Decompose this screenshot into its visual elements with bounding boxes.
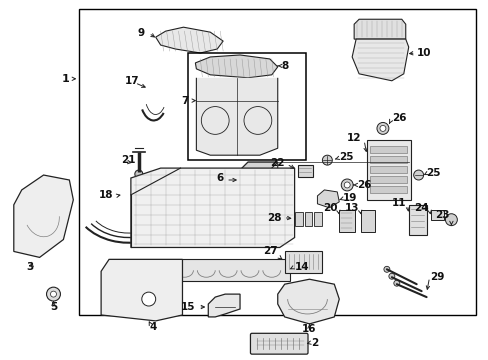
Circle shape: [341, 179, 352, 191]
Circle shape: [322, 155, 332, 165]
Text: 25: 25: [339, 152, 353, 162]
Circle shape: [388, 273, 394, 279]
Circle shape: [142, 292, 155, 306]
Text: 19: 19: [343, 193, 357, 203]
Text: 21: 21: [121, 155, 135, 165]
Text: 26: 26: [391, 113, 406, 123]
Text: 17: 17: [124, 76, 139, 86]
Polygon shape: [196, 78, 277, 155]
Polygon shape: [101, 260, 182, 321]
Text: 22: 22: [270, 158, 284, 168]
Polygon shape: [195, 55, 277, 78]
Bar: [339, 210, 354, 231]
Circle shape: [46, 287, 61, 301]
Text: 20: 20: [322, 203, 337, 213]
Bar: [429, 210, 444, 220]
FancyBboxPatch shape: [250, 333, 307, 354]
Polygon shape: [317, 190, 339, 208]
Bar: [360, 210, 374, 231]
Text: 7: 7: [181, 96, 188, 105]
Bar: [369, 156, 406, 163]
Text: 6: 6: [216, 173, 223, 183]
Polygon shape: [240, 162, 277, 170]
Bar: [369, 176, 406, 183]
Polygon shape: [155, 27, 223, 53]
Polygon shape: [277, 279, 339, 324]
Circle shape: [383, 266, 389, 272]
Bar: [297, 165, 313, 177]
Bar: [369, 186, 406, 193]
Text: 29: 29: [429, 272, 444, 282]
Text: 13: 13: [344, 203, 358, 213]
Bar: [408, 205, 426, 235]
Text: 26: 26: [356, 180, 371, 190]
Polygon shape: [14, 175, 73, 257]
Text: 12: 12: [346, 133, 360, 143]
Text: 28: 28: [266, 213, 281, 223]
Text: 25: 25: [426, 168, 440, 178]
Text: 16: 16: [302, 324, 316, 334]
Text: 5: 5: [50, 302, 57, 312]
Text: 3: 3: [26, 262, 33, 272]
Circle shape: [376, 122, 388, 134]
Circle shape: [50, 291, 56, 297]
Circle shape: [135, 170, 142, 178]
Polygon shape: [208, 294, 240, 317]
Bar: [369, 166, 406, 173]
Circle shape: [379, 125, 385, 131]
Polygon shape: [353, 19, 405, 39]
Text: 2: 2: [311, 338, 318, 348]
Text: 15: 15: [181, 302, 195, 312]
Bar: [314, 212, 322, 226]
Text: 1: 1: [61, 74, 69, 84]
Bar: [79, 9, 475, 315]
Polygon shape: [240, 162, 277, 206]
Text: 27: 27: [263, 247, 277, 256]
Text: 23: 23: [434, 210, 448, 220]
Circle shape: [445, 214, 456, 226]
Text: 11: 11: [391, 198, 406, 208]
Text: 10: 10: [416, 48, 430, 58]
Bar: [304, 212, 312, 226]
Circle shape: [344, 182, 349, 188]
Text: 4: 4: [149, 322, 156, 332]
Bar: [294, 212, 302, 226]
Bar: [109, 260, 289, 281]
Bar: [366, 140, 410, 200]
Bar: [369, 146, 406, 153]
Text: 24: 24: [413, 203, 427, 213]
Text: 8: 8: [281, 61, 288, 71]
Polygon shape: [351, 39, 408, 81]
Circle shape: [393, 280, 399, 286]
Circle shape: [413, 170, 423, 180]
Text: 14: 14: [294, 262, 308, 272]
Polygon shape: [131, 168, 294, 247]
Text: 9: 9: [137, 28, 144, 38]
Bar: [188, 53, 305, 160]
Text: 18: 18: [98, 190, 113, 200]
Bar: [284, 251, 322, 273]
